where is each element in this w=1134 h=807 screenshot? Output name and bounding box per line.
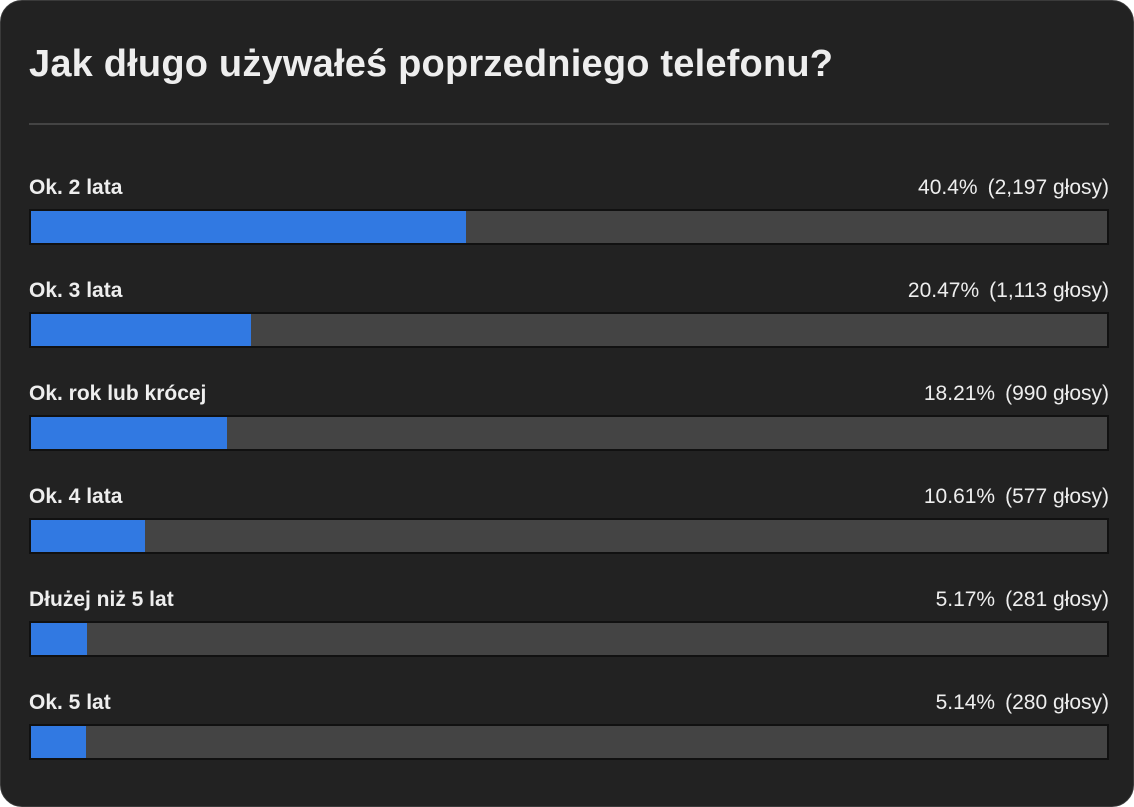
option-percent: 5.17% — [935, 588, 996, 611]
poll-option: Dłużej niż 5 lat 5.17% (281 głosy) — [29, 585, 1109, 688]
result-bar-track — [29, 415, 1109, 451]
option-label: Ok. 5 lat — [29, 691, 111, 714]
title-divider — [29, 123, 1109, 125]
option-votes: (990 głosy) — [1005, 382, 1109, 405]
option-percent: 18.21% — [923, 382, 996, 405]
option-votes: (1,113 głosy) — [989, 279, 1109, 302]
option-stats: 5.14% (280 głosy) — [936, 691, 1109, 715]
option-label: Dłużej niż 5 lat — [29, 588, 174, 611]
result-bar-fill — [31, 623, 87, 655]
result-bar-track — [29, 312, 1109, 348]
result-bar-track — [29, 518, 1109, 554]
poll-option: Ok. 4 lata 10.61% (577 głosy) — [29, 482, 1109, 585]
option-votes: (2,197 głosy) — [987, 176, 1109, 199]
option-percent: 20.47% — [907, 279, 980, 302]
option-votes: (577 głosy) — [1005, 485, 1109, 508]
option-label: Ok. 4 lata — [29, 485, 123, 508]
option-label: Ok. 2 lata — [29, 176, 123, 199]
option-stats: 20.47% (1,113 głosy) — [908, 279, 1109, 303]
option-votes: (280 głosy) — [1005, 691, 1109, 714]
poll-option: Ok. rok lub krócej 18.21% (990 głosy) — [29, 379, 1109, 482]
poll-options-list: Ok. 2 lata 40.4% (2,197 głosy) Ok. 3 lata… — [29, 173, 1109, 791]
result-bar-fill — [31, 314, 252, 346]
option-stats: 18.21% (990 głosy) — [924, 382, 1109, 406]
option-label: Ok. 3 lata — [29, 279, 123, 302]
option-percent: 10.61% — [923, 485, 996, 508]
result-bar-track — [29, 724, 1109, 760]
poll-title: Jak długo używałeś poprzedniego telefonu… — [29, 43, 834, 85]
result-bar-fill — [31, 726, 87, 758]
poll-option: Ok. 3 lata 20.47% (1,113 głosy) — [29, 276, 1109, 379]
result-bar-fill — [31, 520, 146, 552]
option-percent: 40.4% — [918, 176, 978, 199]
option-stats: 40.4% (2,197 głosy) — [918, 176, 1109, 200]
option-votes: (281 głosy) — [1005, 588, 1109, 611]
option-stats: 10.61% (577 głosy) — [924, 485, 1109, 509]
option-stats: 5.17% (281 głosy) — [936, 588, 1109, 612]
option-percent: 5.14% — [935, 691, 996, 714]
poll-option: Ok. 2 lata 40.4% (2,197 głosy) — [29, 173, 1109, 276]
poll-option: Ok. 5 lat 5.14% (280 głosy) — [29, 688, 1109, 791]
result-bar-fill — [31, 211, 466, 243]
result-bar-track — [29, 209, 1109, 245]
result-bar-fill — [31, 417, 227, 449]
result-bar-track — [29, 621, 1109, 657]
option-label: Ok. rok lub krócej — [29, 382, 207, 405]
